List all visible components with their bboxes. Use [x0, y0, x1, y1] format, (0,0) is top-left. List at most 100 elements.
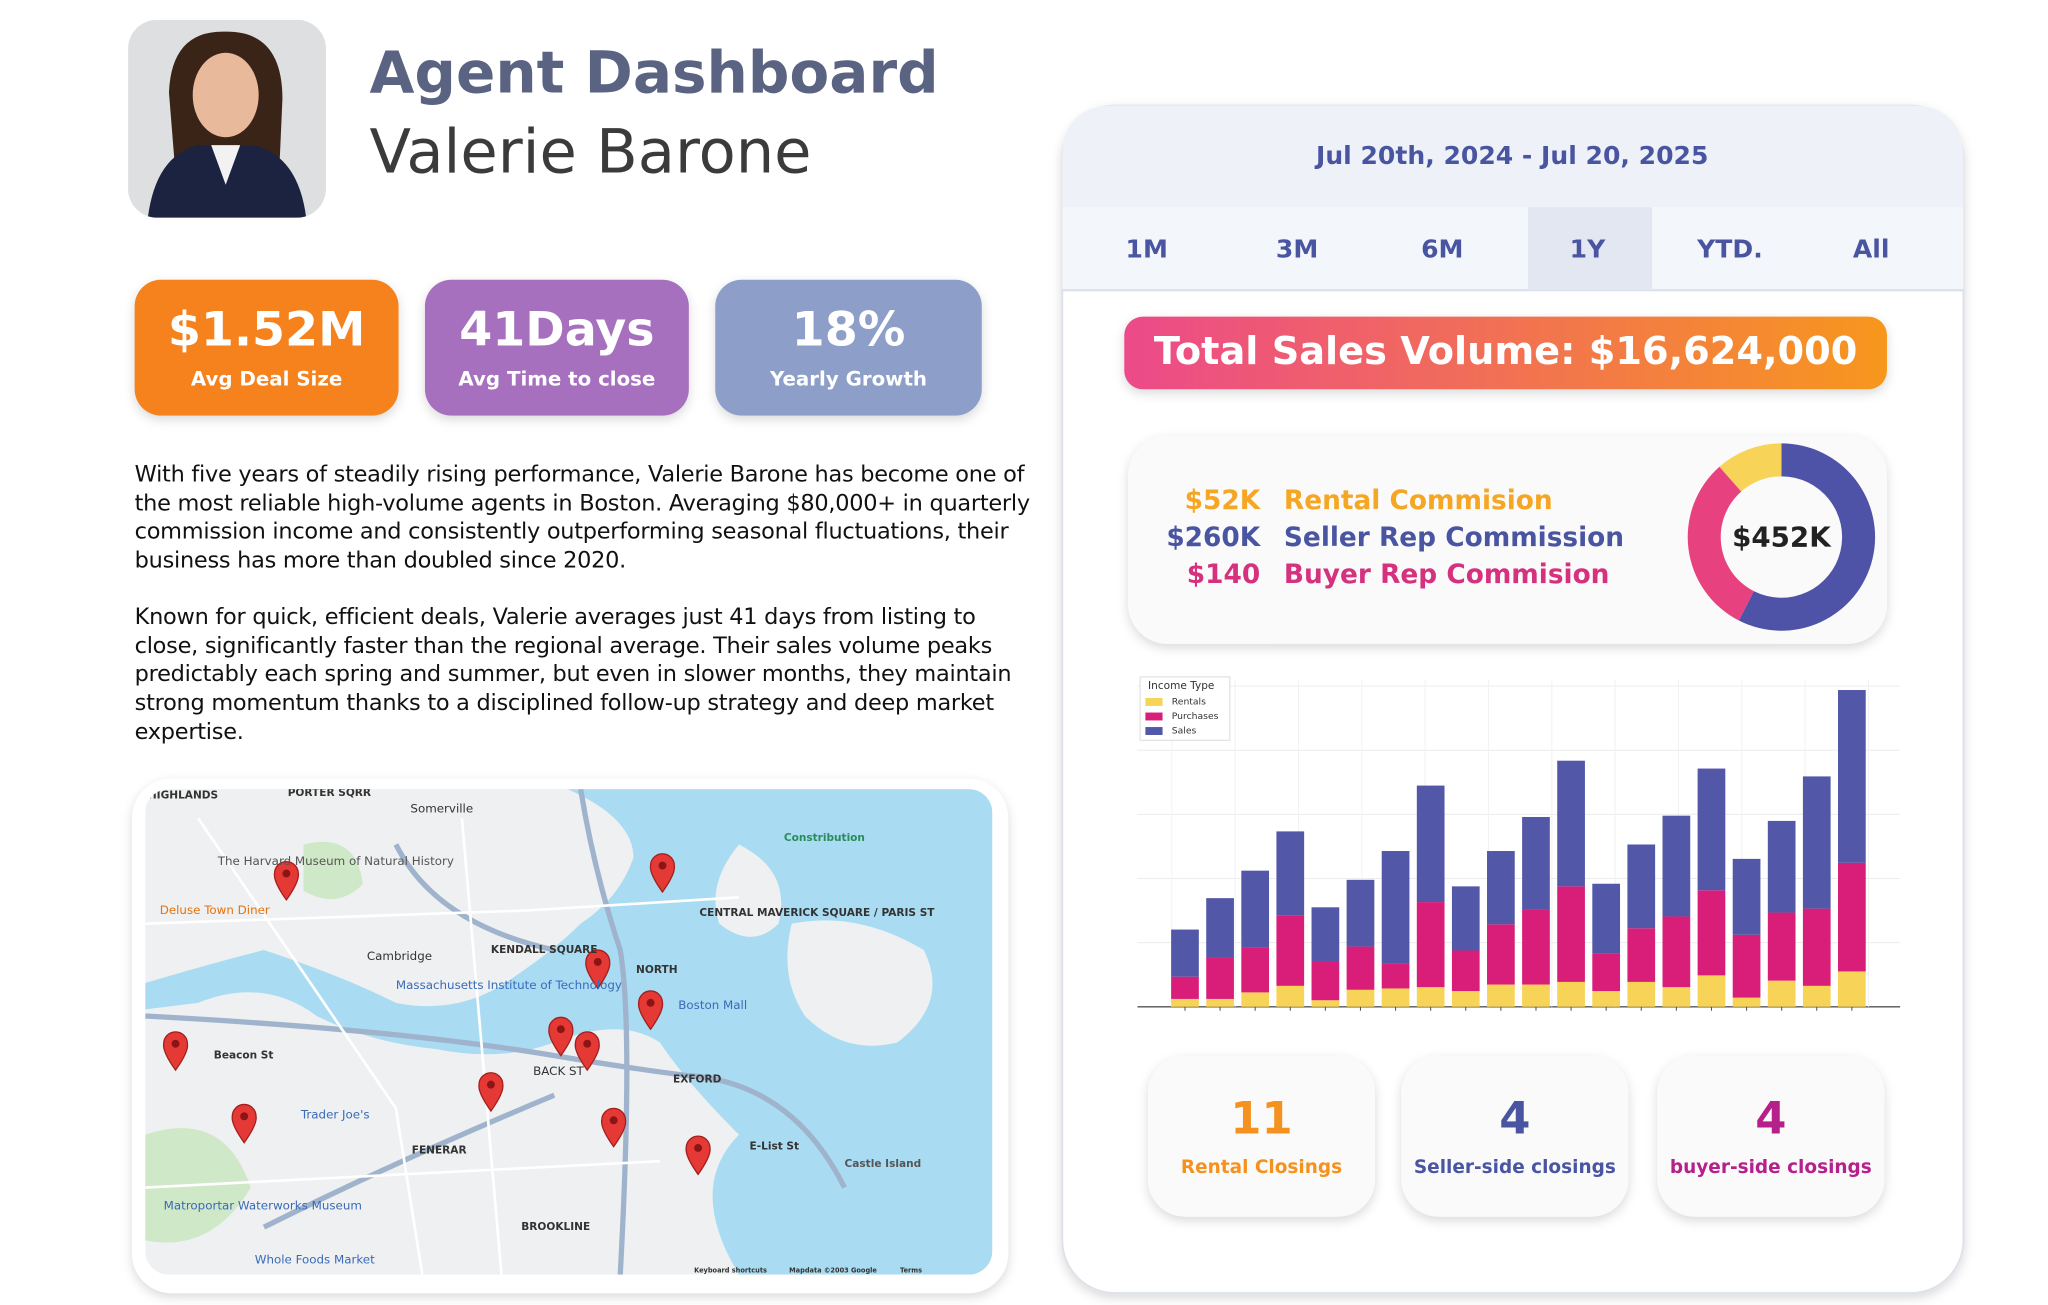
kpi-value: 41Days [459, 303, 654, 358]
bar-segment [1451, 991, 1480, 1007]
bar-segment [1838, 971, 1866, 1007]
bar-segment [1381, 851, 1410, 964]
kpi-label: Yearly Growth [769, 368, 927, 391]
legend-swatch [1145, 727, 1163, 735]
period-tab[interactable]: 1M [1126, 235, 1168, 264]
map-pin [478, 1072, 504, 1113]
map-label: Boston Mall [678, 998, 747, 1012]
period-tab[interactable]: 6M [1421, 235, 1463, 264]
bar-segment [1241, 992, 1270, 1007]
map-pin [649, 853, 676, 894]
bar-segment [1838, 862, 1866, 972]
map-label: Deluse Town Diner [160, 903, 270, 917]
bar-segment [1627, 928, 1656, 982]
period-tab[interactable]: All [1853, 235, 1890, 264]
kpi-value: $1.52M [168, 303, 366, 358]
bar-segment [1487, 851, 1515, 925]
closing-value: 4 [1499, 1092, 1530, 1145]
map-label: Somerville [410, 801, 473, 815]
map-pin [600, 1107, 627, 1148]
bar-segment [1662, 815, 1691, 917]
period-tab[interactable]: 3M [1276, 235, 1318, 264]
bar-segment [1241, 947, 1270, 993]
bar-segment [1802, 908, 1831, 986]
bar-segment [1802, 776, 1831, 909]
bar-segment [1557, 981, 1585, 1007]
bar-segment [1276, 831, 1305, 916]
map-pin-dot [694, 1144, 703, 1152]
bar-segment [1487, 984, 1515, 1007]
closing-card [1657, 1055, 1885, 1217]
bar-segment [1451, 950, 1480, 992]
map-label: HIGHLANDS [148, 790, 218, 802]
map-pin [585, 949, 611, 990]
bar-segment [1592, 883, 1621, 954]
map-label: Trader Joe's [300, 1107, 370, 1121]
commission-amount: $140 [1187, 560, 1260, 590]
donut-segment [1719, 443, 1782, 492]
paragraph: With five years of steadily rising perfo… [134, 461, 1030, 575]
bar-segment [1416, 785, 1445, 903]
commission-label: Buyer Rep Commision [1284, 560, 1610, 590]
bar-segment [1522, 816, 1550, 910]
bar-segment [1767, 980, 1796, 1007]
commission-amount: $260K [1166, 523, 1261, 553]
map-pin-dot [282, 869, 291, 878]
bar-segment [1627, 844, 1656, 929]
bar-segment [1206, 957, 1234, 999]
map-label: Beacon St [214, 1050, 274, 1062]
bar-segment [1311, 960, 1340, 1001]
tab-active [1528, 207, 1653, 291]
commission-label: Seller Rep Commission [1284, 523, 1624, 553]
bar-segment [1557, 760, 1585, 887]
total-sales: Total Sales Volume: $16,624,000 [1154, 329, 1857, 374]
closing-value: 11 [1230, 1092, 1292, 1145]
map-label: NORTH [636, 964, 677, 976]
bar-segment [1487, 924, 1515, 985]
period-tab[interactable]: 1Y [1570, 235, 1606, 264]
map-label: KENDALL SQUARE [491, 944, 598, 956]
legend-label: Sales [1172, 726, 1197, 737]
map-pin-dot [609, 1116, 618, 1125]
map-pin [273, 861, 300, 902]
agent-name: Valerie Barone [370, 117, 812, 187]
date-range: Jul 20th, 2024 - Jul 20, 2025 [1314, 141, 1708, 170]
map-pin-dot [583, 1039, 592, 1048]
map[interactable]: HIGHLANDS PORTER SQRR Somerville The Harvar… [145, 787, 993, 1275]
map-pin [574, 1031, 600, 1072]
kpi-card [424, 279, 689, 416]
closing-card [1148, 1055, 1375, 1217]
donut-segment [1687, 466, 1754, 621]
kpi-label: Avg Time to close [458, 368, 655, 391]
bar-segment [1206, 898, 1234, 958]
bar-segment [1171, 998, 1199, 1007]
closing-value: 4 [1755, 1092, 1786, 1145]
map-pin-dot [486, 1080, 495, 1089]
bar-segment [1416, 902, 1445, 988]
period-header [1062, 105, 1964, 208]
period-tab[interactable]: YTD. [1696, 235, 1763, 264]
map-pin-dot [171, 1039, 180, 1048]
bar-segment [1697, 890, 1726, 976]
map-label: PORTER SQRR [288, 787, 371, 799]
bar-segment [1171, 929, 1199, 977]
bar-segment [1381, 963, 1410, 989]
kpi-label: Avg Deal Size [191, 368, 342, 391]
map-pin [637, 990, 664, 1031]
bar-segment [1767, 820, 1796, 913]
map-pin [231, 1103, 257, 1144]
bar-segment [1346, 989, 1375, 1007]
description: With five years of steadily rising perfo… [134, 461, 1030, 745]
map-pin [685, 1135, 711, 1176]
bar-segment [1732, 934, 1761, 998]
legend-swatch [1145, 712, 1163, 721]
bar-segment [1767, 912, 1796, 981]
closing-card [1401, 1055, 1629, 1217]
bar-segment [1627, 981, 1656, 1007]
bar-segment [1557, 886, 1585, 982]
legend-title: Income Type [1148, 680, 1214, 692]
kpi-card [134, 279, 399, 416]
commission-amount: $52K [1185, 486, 1262, 516]
map-label: Terms [900, 1267, 922, 1275]
